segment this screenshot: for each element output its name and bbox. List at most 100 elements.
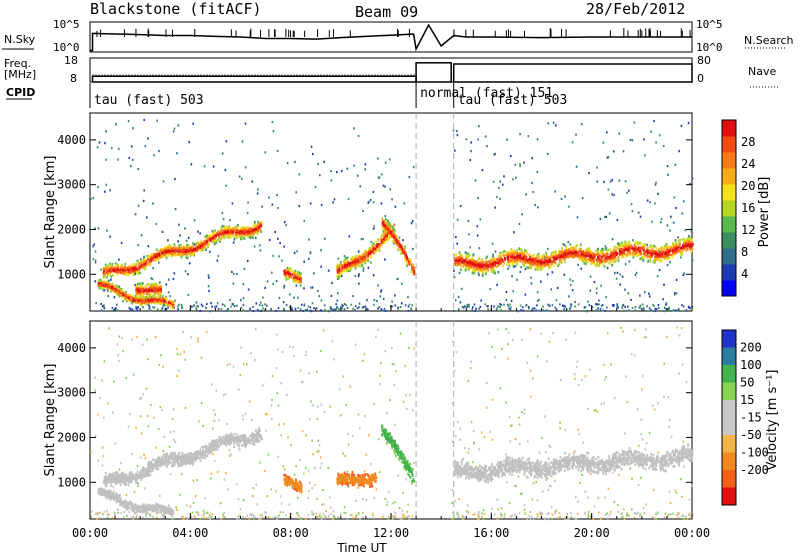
- echo-cell: [150, 256, 152, 260]
- echo-cell: [472, 461, 474, 464]
- echo-cell: [595, 291, 598, 294]
- echo-cell: [642, 506, 645, 510]
- echo-cell: [388, 233, 390, 237]
- echo-cell: [168, 246, 170, 250]
- echo-cell: [160, 286, 162, 289]
- echo-cell: [510, 154, 512, 158]
- echo-cell: [262, 384, 264, 387]
- echo-cell: [587, 251, 590, 255]
- echo-cell: [470, 259, 473, 263]
- echo-cell: [404, 252, 407, 256]
- echo-cell: [459, 264, 462, 268]
- echo-cell: [571, 279, 574, 283]
- echo-cell: [156, 287, 159, 290]
- echo-cell: [683, 246, 686, 250]
- echo-cell: [369, 246, 371, 250]
- echo-cell: [354, 262, 357, 266]
- echo-cell: [387, 225, 390, 228]
- echo-cell: [151, 300, 154, 303]
- echo-cell: [392, 239, 395, 243]
- echo-cell: [389, 235, 392, 239]
- echo-cell: [100, 302, 102, 305]
- echo-cell: [537, 252, 540, 256]
- echo-cell: [334, 515, 336, 519]
- echo-cell: [509, 424, 512, 428]
- echo-cell: [633, 121, 636, 124]
- echo-cell: [574, 246, 576, 249]
- echo-cell: [681, 304, 683, 307]
- echo-cell: [451, 488, 454, 492]
- echo-cell: [680, 253, 683, 257]
- echo-cell: [577, 263, 579, 266]
- echo-cell: [255, 302, 258, 305]
- echo-cell: [223, 225, 225, 228]
- echo-cell: [133, 490, 136, 494]
- echo-cell: [557, 264, 559, 268]
- echo-cell: [385, 237, 387, 240]
- echo-cell: [161, 295, 164, 298]
- echo-cell: [248, 229, 251, 233]
- echo-cell: [522, 306, 524, 309]
- echo-cell: [184, 270, 187, 273]
- echo-cell: [127, 425, 130, 428]
- echo-cell: [106, 283, 109, 286]
- echo-cell: [575, 165, 578, 168]
- echo-cell: [649, 254, 652, 258]
- echo-cell: [456, 129, 458, 133]
- echo-cell: [146, 338, 148, 341]
- echo-cell: [216, 239, 218, 242]
- echo-cell: [191, 246, 194, 250]
- echo-cell: [527, 307, 530, 310]
- echo-cell: [104, 263, 107, 267]
- echo-cell: [141, 282, 144, 285]
- echo-cell: [113, 269, 116, 272]
- echo-cell: [371, 247, 374, 250]
- echo-cell: [686, 241, 689, 245]
- echo-cell: [407, 262, 410, 265]
- echo-cell: [171, 517, 174, 521]
- echo-cell: [121, 268, 124, 272]
- echo-cell: [464, 263, 467, 267]
- echo-cell: [645, 442, 648, 445]
- echo-cell: [543, 253, 545, 257]
- echo-cell: [634, 248, 636, 252]
- echo-cell: [653, 259, 656, 263]
- echo-cell: [655, 141, 657, 144]
- echo-cell: [554, 260, 556, 264]
- echo-cell: [605, 376, 607, 379]
- echo-cell: [468, 305, 470, 308]
- echo-cell: [458, 271, 461, 274]
- echo-cell: [356, 174, 359, 177]
- echo-cell: [514, 437, 517, 441]
- echo-cell: [621, 515, 623, 518]
- echo-cell: [285, 303, 288, 306]
- echo-cell: [472, 259, 475, 262]
- echo-cell: [673, 293, 676, 296]
- echo-cell: [574, 305, 576, 308]
- echo-cell: [287, 277, 290, 280]
- echo-cell: [511, 254, 513, 258]
- echo-cell: [384, 218, 387, 221]
- echo-cell: [258, 244, 261, 247]
- echo-cell: [384, 224, 387, 228]
- echo-cell: [211, 452, 214, 455]
- echo-cell: [223, 226, 226, 230]
- echo-cell: [532, 259, 535, 262]
- echo-cell: [118, 468, 121, 471]
- echo-cell: [162, 253, 165, 257]
- echo-cell: [653, 250, 656, 254]
- echo-cell: [212, 239, 214, 243]
- echo-cell: [676, 248, 679, 252]
- echo-cell: [494, 264, 497, 268]
- echo-cell: [475, 266, 478, 269]
- echo-cell: [254, 230, 256, 234]
- echo-cell: [106, 289, 109, 292]
- echo-cell: [226, 226, 229, 230]
- echo-cell: [564, 255, 567, 258]
- echo-cell: [559, 303, 561, 306]
- echo-cell: [197, 337, 199, 340]
- echo-cell: [458, 261, 460, 265]
- echo-cell: [664, 254, 667, 257]
- echo-cell: [512, 469, 515, 473]
